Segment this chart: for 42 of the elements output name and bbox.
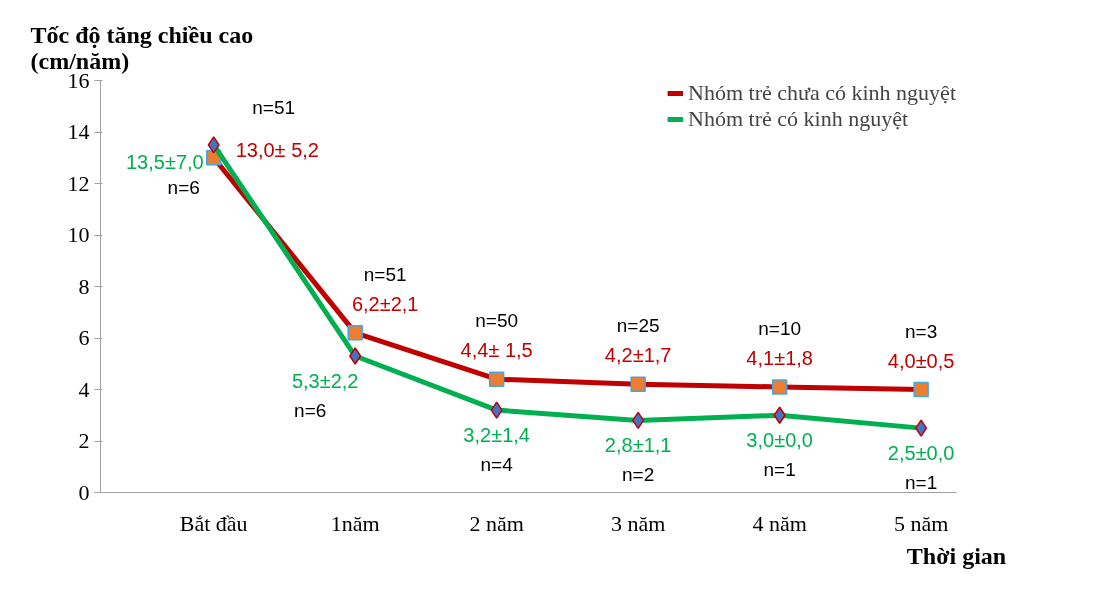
data-label: 6,2±2,1 [351,292,419,315]
annotation: n=25 [616,315,660,337]
annotation: n=3 [905,320,938,342]
y-tick-label: 12 [67,170,90,196]
data-label: 2,5±0,0 [887,442,955,465]
data-label: 4,1±1,8 [746,346,813,369]
x-tick-label: 5 năm [893,510,949,536]
annotation: n=6 [294,400,327,422]
x-tick-label: 2 năm [469,510,524,536]
data-label: 13,0± 5,2 [235,138,319,161]
x-tick-label: Bắt đầu [179,510,248,536]
annotation: n=4 [480,454,514,476]
x-tick-label: 4 năm [752,510,807,536]
data-label: 13,5±7,0 [125,150,204,173]
y-tick-label: 6 [78,325,90,350]
data-label: 4,4± 1,5 [460,339,533,362]
y-tick-label: 14 [67,119,90,144]
data-label: 3,0±0,0 [746,429,813,452]
data-label: 5,3±2,2 [291,370,359,393]
annotation: n=51 [363,263,407,285]
legend-label: Nhóm trẻ có kinh nguyệt [688,106,909,132]
annotation: n=6 [167,176,200,198]
annotation: n=2 [622,464,655,486]
y-tick-label: 4 [78,376,90,402]
x-axis-title: Thời gian [906,542,1007,569]
annotation: n=1 [905,472,938,494]
y-tick-label: 8 [78,273,90,299]
annotation: n=51 [252,96,296,118]
x-tick-label: 3 năm [610,510,666,536]
legend-label: Nhóm trẻ chưa có kinh nguyệt [688,80,956,106]
annotation: n=10 [758,317,802,339]
data-label: 3,2±1,4 [463,424,530,447]
y-tick-label: 2 [78,428,90,453]
annotation: n=1 [763,459,796,481]
data-label: 4,2±1,7 [604,344,672,367]
y-tick-label: 0 [78,479,90,505]
y-axis-title: Tốc độ tăng chiều cao (cm/năm) [30,21,254,74]
y-tick-label: 10 [67,222,90,247]
x-tick-label: 1năm [330,510,380,536]
data-label: 2,8±1,1 [604,434,672,457]
annotation: n=50 [475,310,519,332]
data-label: 4,0±0,5 [887,349,955,372]
